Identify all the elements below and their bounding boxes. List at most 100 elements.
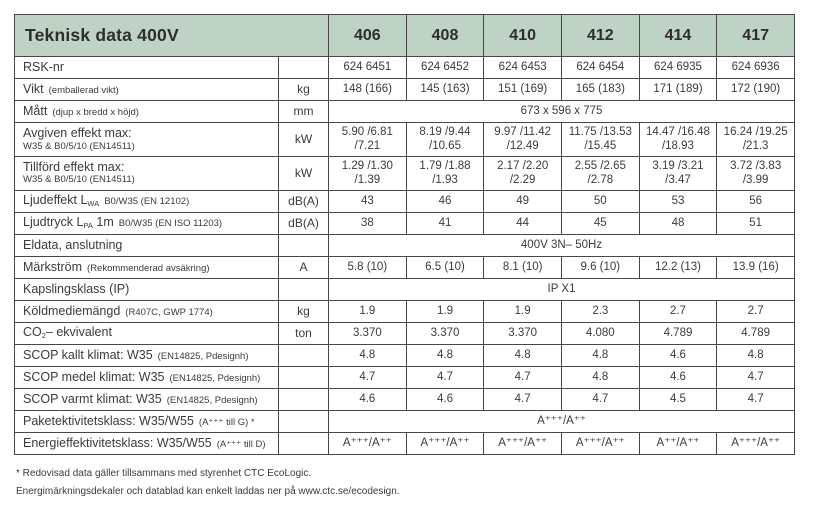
row-label: Energieffektivitetsklass: W35/W55 (A⁺⁺⁺ t… bbox=[14, 431, 279, 455]
table-row: SCOP medel klimat: W35 (EN14825, Pdesignh… bbox=[14, 365, 795, 389]
value-cell: 51 bbox=[716, 211, 795, 235]
row-label-text: Vikt bbox=[23, 82, 44, 97]
value-cell: 4.8 bbox=[328, 343, 407, 367]
row-label-text: SCOP medel klimat: W35 bbox=[23, 369, 165, 384]
value-cell: 14.47 /16.48 /18.93 bbox=[638, 122, 718, 157]
row-label-note: (A⁺⁺⁺ till G) * bbox=[198, 416, 255, 428]
unit-cell: A bbox=[277, 255, 330, 279]
value-cell: 4.7 bbox=[716, 365, 795, 389]
value-cell: 3.370 bbox=[405, 321, 485, 345]
table-row: Köldmediemängd (R407C, GWP 1774) kg 1.9 1.9 1… bbox=[14, 299, 795, 323]
footnote-2: Energimärkningsdekaler och datablad kan … bbox=[16, 485, 400, 497]
row-label-text: Kapslingsklass (IP) bbox=[23, 281, 130, 296]
value-cell: 624 6454 bbox=[560, 56, 640, 79]
value-cell: 4.7 bbox=[405, 365, 485, 389]
value-cell: 1.9 bbox=[328, 299, 407, 323]
row-label: Köldmediemängd (R407C, GWP 1774) bbox=[14, 299, 279, 323]
row-label-note: (emballerad vikt) bbox=[48, 85, 119, 97]
value-cell: 4.8 bbox=[405, 343, 485, 367]
value-cell: 13.9 (16) bbox=[716, 255, 795, 279]
row-label: CO2– ekvivalent bbox=[14, 321, 279, 345]
unit-cell bbox=[277, 431, 330, 455]
value-cell: A⁺⁺⁺/A⁺⁺ bbox=[328, 431, 407, 455]
value-cell: 6.5 (10) bbox=[405, 255, 485, 279]
row-label-note: B0/W35 (EN 12102) bbox=[104, 196, 190, 208]
row-label-subscript: PA bbox=[83, 221, 93, 231]
value-cell: 5.8 (10) bbox=[328, 255, 407, 279]
unit-cell bbox=[277, 365, 330, 389]
value-cell: 4.8 bbox=[560, 365, 640, 389]
value-cell: A⁺⁺/A⁺⁺ bbox=[638, 431, 718, 455]
unit-cell: kW bbox=[277, 155, 330, 191]
value-cell: 624 6936 bbox=[716, 56, 795, 79]
row-label: Vikt (emballerad vikt) bbox=[14, 78, 279, 101]
row-label-text: Ljudeffekt L bbox=[23, 193, 88, 208]
row-label: Mått (djup x bredd x höjd) bbox=[14, 100, 279, 123]
value-cell: 56 bbox=[716, 189, 795, 213]
model-column-header: 412 bbox=[560, 14, 640, 57]
table-row: Energieffektivitetsklass: W35/W55 (A⁺⁺⁺ t… bbox=[14, 431, 795, 455]
model-column-header: 408 bbox=[405, 14, 485, 57]
row-label: Eldata, anslutning bbox=[14, 233, 279, 257]
value-cell: 5.90 /6.81 /7.21 bbox=[328, 122, 407, 157]
table-row: Ljudtryck LPA 1m B0/W35 (EN ISO 11203) dB(… bbox=[14, 211, 795, 235]
value-cell: 4.080 bbox=[560, 321, 640, 345]
model-column-header: 410 bbox=[483, 14, 562, 57]
value-cell: 151 (169) bbox=[483, 78, 562, 101]
row-label: Märkström (Rekommenderad avsäkring) bbox=[14, 255, 279, 279]
value-cell: 53 bbox=[638, 189, 718, 213]
value-cell: 4.8 bbox=[560, 343, 640, 367]
spanned-value-cell: IP X1 bbox=[328, 277, 795, 301]
value-cell: 4.5 bbox=[638, 387, 718, 411]
unit-cell bbox=[277, 233, 330, 257]
row-label-suffix: – ekvivalent bbox=[45, 325, 112, 340]
value-cell: 4.7 bbox=[483, 387, 562, 411]
model-column-header: 406 bbox=[328, 14, 407, 57]
model-column-header: 414 bbox=[638, 14, 718, 57]
value-cell: 3.370 bbox=[328, 321, 407, 345]
value-cell: A⁺⁺⁺/A⁺⁺ bbox=[405, 431, 485, 455]
value-cell: 4.6 bbox=[638, 365, 718, 389]
value-cell: 4.8 bbox=[716, 343, 795, 367]
value-cell: A⁺⁺⁺/A⁺⁺ bbox=[560, 431, 640, 455]
unit-cell bbox=[277, 56, 330, 79]
row-label-note: (EN14825, Pdesignh) bbox=[169, 372, 261, 384]
value-cell: 4.6 bbox=[638, 343, 718, 367]
row-label: Kapslingsklass (IP) bbox=[14, 277, 279, 301]
row-label-text: RSK-nr bbox=[23, 60, 64, 75]
value-cell: 1.79 /1.88 /1.93 bbox=[405, 155, 485, 191]
table-row: RSK-nr 624 6451 624 6452 624 6453 624 6454 62… bbox=[14, 56, 795, 79]
value-cell: 49 bbox=[483, 189, 562, 213]
value-cell: 624 6451 bbox=[328, 56, 407, 79]
row-label-text: Eldata, anslutning bbox=[23, 237, 123, 252]
unit-cell: dB(A) bbox=[277, 211, 330, 235]
value-cell: 50 bbox=[560, 189, 640, 213]
page: Teknisk data 400V 406 408 410 412 414 417 RSK… bbox=[13, 14, 815, 501]
row-label: Ljudeffekt LWA B0/W35 (EN 12102) bbox=[14, 189, 279, 213]
unit-cell bbox=[277, 409, 330, 433]
value-cell: 1.29 /1.30 /1.39 bbox=[328, 155, 407, 191]
row-label-text: Ljudtryck L bbox=[23, 215, 84, 230]
value-cell: 8.1 (10) bbox=[483, 255, 562, 279]
table-title: Teknisk data 400V bbox=[13, 14, 330, 57]
footnotes: * Redovisad data gäller tillsammans med … bbox=[16, 465, 815, 501]
row-label: RSK-nr bbox=[14, 56, 279, 79]
row-label-note: (EN14825, Pdesignh) bbox=[166, 394, 258, 406]
value-cell: 4.7 bbox=[560, 387, 640, 411]
value-cell: 4.7 bbox=[483, 365, 562, 389]
unit-cell bbox=[277, 387, 330, 411]
row-label: SCOP varmt klimat: W35 (EN14825, Pdesignh… bbox=[14, 387, 279, 411]
table-row: Ljudeffekt LWA B0/W35 (EN 12102) dB(A) 43 46… bbox=[14, 189, 795, 213]
value-cell: 2.7 bbox=[638, 299, 718, 323]
row-label-text: Mått bbox=[23, 104, 48, 119]
row-label-note: W35 & B0/5/10 (EN14511) bbox=[23, 140, 135, 152]
row-label-text: SCOP kallt klimat: W35 bbox=[23, 347, 153, 362]
table-row: Kapslingsklass (IP) IP X1 bbox=[14, 277, 795, 301]
value-cell: 145 (163) bbox=[405, 78, 485, 101]
value-cell: 165 (183) bbox=[560, 78, 640, 101]
model-column-header: 417 bbox=[716, 14, 795, 57]
row-label-suffix: 1m bbox=[92, 215, 114, 230]
row-label-text: Avgiven effekt max: bbox=[23, 126, 132, 141]
value-cell: 8.19 /9.44 /10.65 bbox=[405, 122, 485, 157]
row-label-note: (A⁺⁺⁺ till D) bbox=[216, 438, 266, 450]
